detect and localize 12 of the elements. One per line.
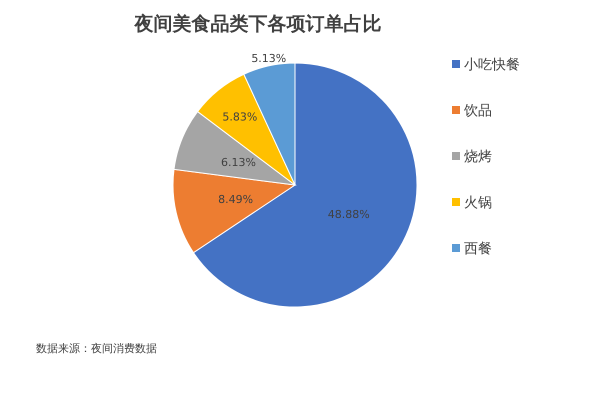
source-note: 数据来源：夜间消费数据 (36, 342, 157, 355)
legend-label: 火锅 (464, 195, 492, 211)
data-label: 48.88% (328, 208, 370, 221)
data-label: 5.13% (251, 52, 286, 65)
data-label: 5.83% (222, 110, 258, 124)
legend-label: 西餐 (464, 241, 492, 257)
data-label: 8.49% (218, 192, 254, 206)
legend-label: 烧烤 (464, 149, 492, 165)
data-label: 6.13% (221, 156, 256, 169)
chart-title: 夜间美食品类下各项订单占比 (134, 13, 382, 35)
legend-label: 小吃快餐 (464, 57, 520, 73)
legend-label: 饮品 (463, 103, 492, 119)
